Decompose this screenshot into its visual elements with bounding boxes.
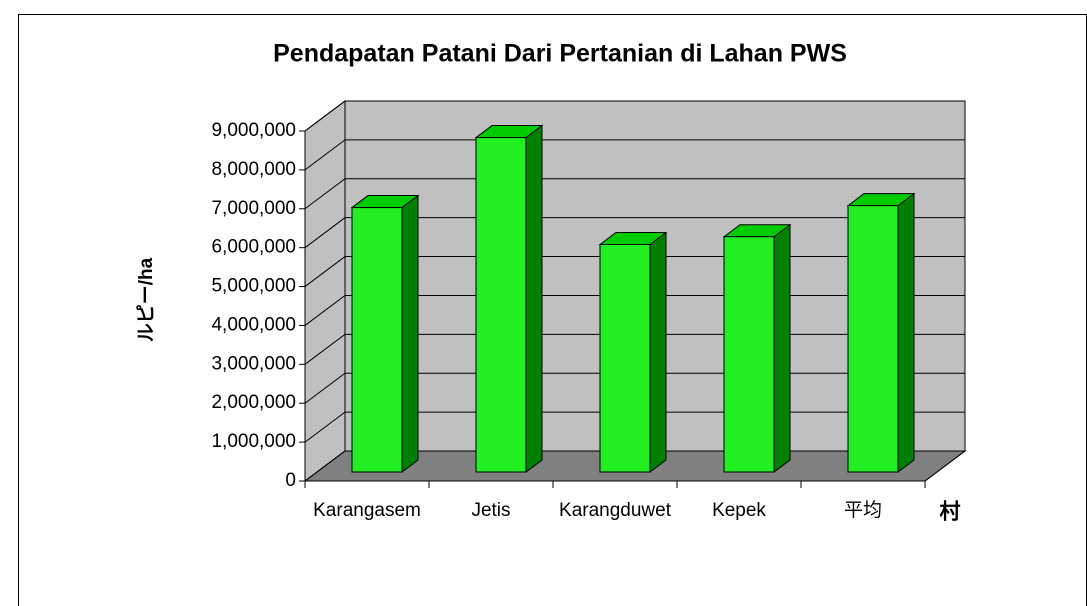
bar xyxy=(722,223,792,473)
bar-side xyxy=(401,194,419,473)
y-tick-label: 2,000,000 xyxy=(211,392,296,413)
bar-side xyxy=(897,192,915,473)
y-axis-label: ルピー/ha xyxy=(135,257,157,342)
bar xyxy=(474,124,544,473)
bar xyxy=(350,194,420,473)
bar xyxy=(846,192,916,473)
bar-side xyxy=(525,124,543,473)
x-tick-label: Jetis xyxy=(471,500,510,521)
y-tick-label: 9,000,000 xyxy=(211,120,296,141)
y-tick-label: 1,000,000 xyxy=(211,431,296,452)
bar-front xyxy=(847,205,899,473)
bar-front xyxy=(599,244,651,473)
bar-side xyxy=(649,231,667,473)
x-tick-label: 平均 xyxy=(844,499,882,521)
x-tick-label: Karangduwet xyxy=(559,500,672,521)
x-tick-label: Karangasem xyxy=(313,500,421,521)
grid-line xyxy=(304,217,965,249)
grid-line xyxy=(304,100,965,132)
side-wall xyxy=(304,100,346,482)
x-tick-label: Kepek xyxy=(712,500,766,521)
bar-front xyxy=(351,207,403,473)
plot-area xyxy=(299,100,967,488)
chart-title: Pendapatan Patani Dari Pertanian di Laha… xyxy=(273,40,847,68)
y-tick-label: 4,000,000 xyxy=(211,314,296,335)
bar xyxy=(598,231,668,473)
y-tick-label: 8,000,000 xyxy=(211,159,296,180)
y-tick-label: 6,000,000 xyxy=(211,237,296,258)
y-tick-label: 5,000,000 xyxy=(211,276,296,297)
y-tick-label: 7,000,000 xyxy=(211,198,296,219)
bar-front xyxy=(475,137,527,473)
x-axis-label: 村 xyxy=(940,500,961,524)
grid-line xyxy=(304,139,965,171)
y-tick-label: 3,000,000 xyxy=(211,353,296,374)
y-tick-label: 0 xyxy=(285,470,296,491)
grid-line xyxy=(304,178,965,210)
bar-side xyxy=(773,223,791,473)
bar-front xyxy=(723,236,775,473)
